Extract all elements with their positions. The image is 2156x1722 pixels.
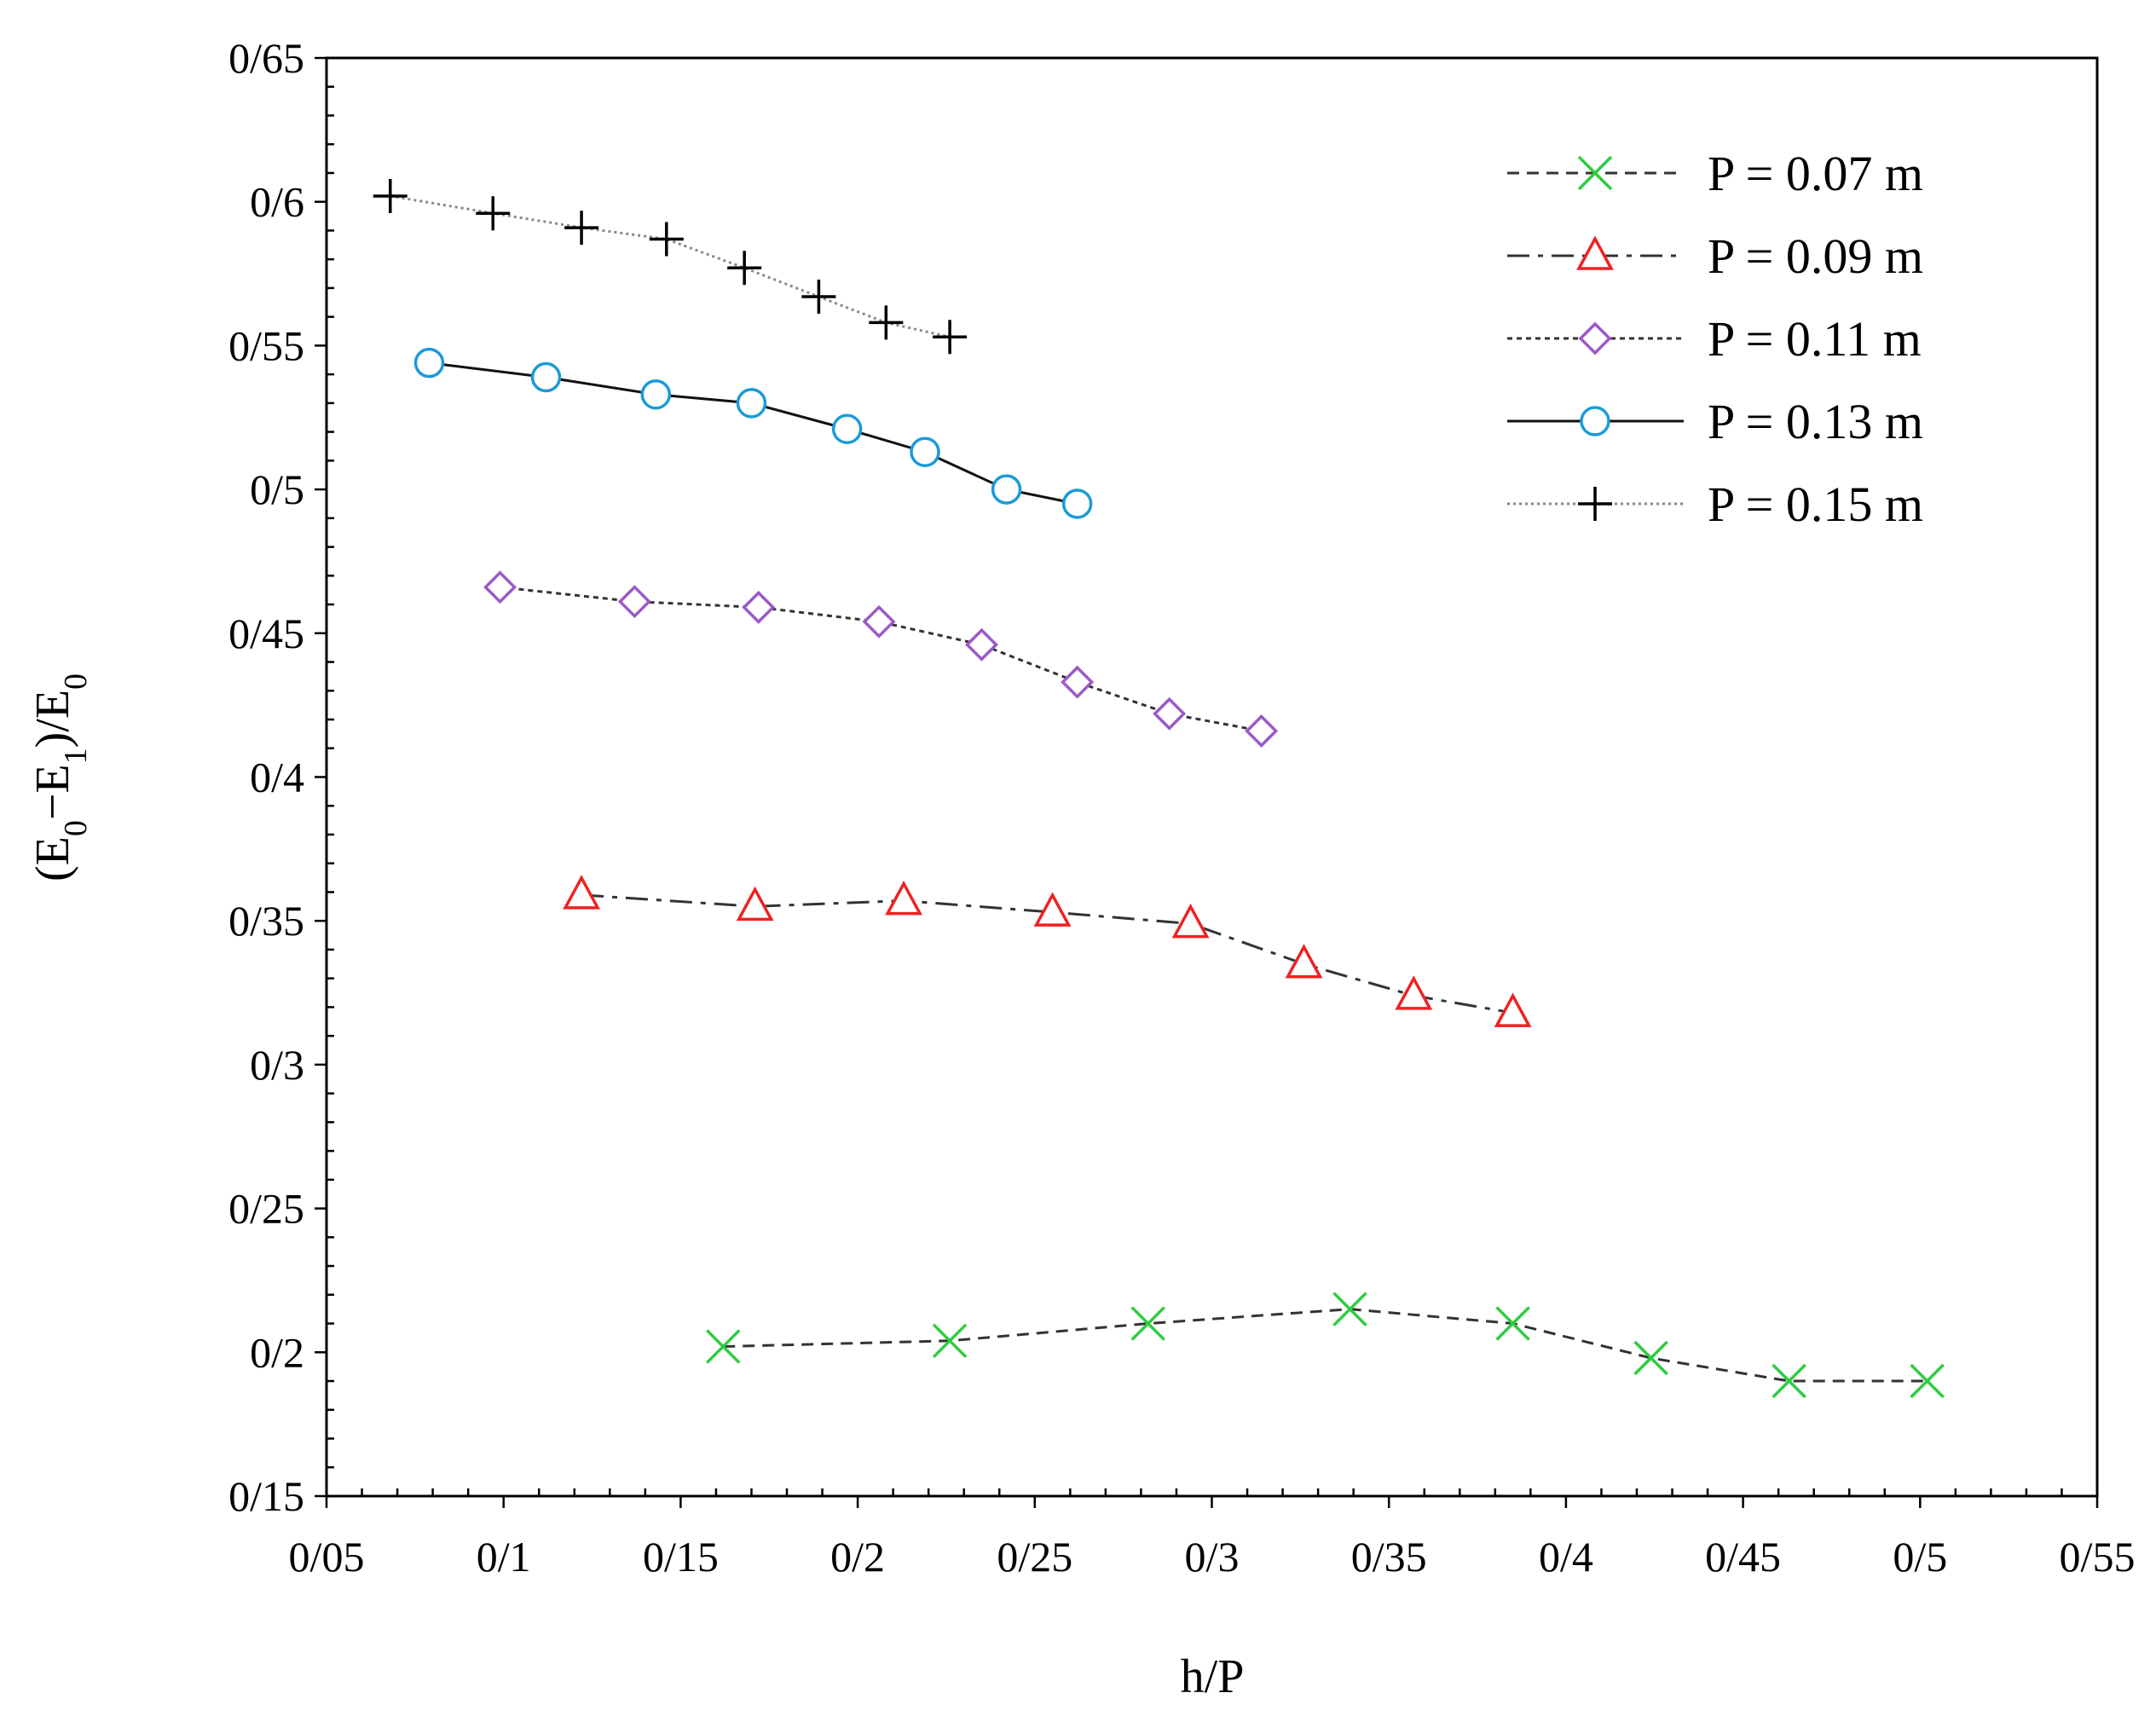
series-p-0-13-m bbox=[413, 347, 1093, 519]
legend-item: P = 0.15 m bbox=[1507, 477, 1923, 532]
x-tick-label: 0/1 bbox=[477, 1533, 531, 1580]
series-line bbox=[500, 586, 1262, 732]
series-p-0-09-m bbox=[563, 875, 1532, 1027]
data-point bbox=[862, 604, 896, 639]
data-point bbox=[1633, 1340, 1668, 1376]
x-tick-label: 0/45 bbox=[1705, 1533, 1781, 1580]
series-p-0-11-m bbox=[483, 570, 1279, 748]
data-point bbox=[640, 379, 672, 410]
data-point bbox=[869, 305, 904, 340]
data-point bbox=[1494, 992, 1532, 1027]
x-tick-label: 0/35 bbox=[1351, 1533, 1427, 1580]
data-point bbox=[530, 361, 562, 393]
data-point bbox=[564, 211, 599, 246]
data-point bbox=[1130, 1306, 1165, 1341]
data-point bbox=[933, 320, 968, 355]
data-point bbox=[373, 178, 408, 213]
legend-item: P = 0.13 m bbox=[1507, 394, 1923, 449]
x-tick-label: 0/4 bbox=[1539, 1533, 1593, 1580]
legend-label: P = 0.11 m bbox=[1708, 311, 1922, 367]
legend-item: P = 0.09 m bbox=[1507, 228, 1923, 284]
x-tick-label: 0/55 bbox=[2060, 1533, 2136, 1580]
data-point bbox=[1153, 696, 1187, 731]
data-point bbox=[1061, 488, 1093, 519]
series-p-0-07-m bbox=[706, 1292, 1945, 1399]
data-point bbox=[563, 875, 601, 910]
series-p-0-15-m bbox=[373, 178, 968, 355]
y-tick-label: 0/65 bbox=[228, 34, 304, 82]
y-tick-label: 0/2 bbox=[250, 1328, 304, 1376]
data-point bbox=[910, 436, 940, 467]
legend-marker bbox=[1578, 487, 1612, 521]
y-axis-title: (E0−E1)/E0 bbox=[26, 673, 94, 881]
data-point bbox=[736, 388, 767, 419]
data-point bbox=[885, 880, 923, 916]
data-point bbox=[1332, 1292, 1367, 1326]
data-point bbox=[727, 251, 762, 286]
y-tick-label: 0/6 bbox=[250, 178, 304, 226]
y-tick-label: 0/45 bbox=[228, 610, 304, 657]
data-point bbox=[932, 1323, 968, 1359]
x-tick-label: 0/05 bbox=[289, 1533, 365, 1580]
x-tick-label: 0/2 bbox=[830, 1533, 885, 1580]
legend-item: P = 0.07 m bbox=[1507, 146, 1923, 201]
data-point bbox=[1061, 665, 1095, 699]
series-line bbox=[723, 1308, 1928, 1383]
data-point bbox=[1285, 944, 1323, 979]
data-point bbox=[991, 474, 1022, 505]
x-tick-label: 0/25 bbox=[997, 1533, 1072, 1580]
y-tick-label: 0/5 bbox=[250, 465, 304, 513]
data-point bbox=[1395, 975, 1433, 1010]
data-point bbox=[831, 413, 863, 444]
data-point bbox=[1495, 1306, 1530, 1341]
series-line bbox=[429, 361, 1078, 506]
y-tick-label: 0/4 bbox=[250, 754, 304, 801]
data-point bbox=[649, 222, 684, 257]
y-tick-label: 0/35 bbox=[228, 897, 304, 945]
data-point bbox=[1910, 1363, 1945, 1399]
legend-marker bbox=[1580, 406, 1610, 436]
data-point bbox=[736, 886, 774, 922]
x-tick-label: 0/3 bbox=[1185, 1533, 1240, 1580]
x-tick-label: 0/5 bbox=[1893, 1533, 1947, 1580]
y-tick-label: 0/55 bbox=[228, 321, 304, 369]
data-point bbox=[476, 196, 511, 231]
legend-marker bbox=[1578, 321, 1612, 355]
data-point bbox=[1245, 714, 1279, 748]
legend-label: P = 0.15 m bbox=[1708, 477, 1923, 532]
legend-label: P = 0.09 m bbox=[1708, 228, 1923, 284]
legend-marker bbox=[1577, 155, 1613, 191]
series-line bbox=[390, 194, 951, 338]
x-tick-label: 0/15 bbox=[643, 1533, 719, 1580]
series-layer bbox=[373, 178, 1945, 1399]
legend-label: P = 0.07 m bbox=[1708, 146, 1923, 201]
data-point bbox=[801, 280, 836, 315]
x-axis-title: h/P bbox=[1181, 1650, 1245, 1703]
axis-ticks: 0/15 0/2 0/25 0/3 0/35 0/4 0/45 0/5 0/55 0/6 0/65 0… bbox=[228, 34, 2135, 1580]
y-tick-label: 0/15 bbox=[228, 1472, 304, 1520]
data-point bbox=[1033, 892, 1072, 927]
y-tick-label: 0/3 bbox=[250, 1041, 304, 1089]
series-line bbox=[581, 893, 1513, 1014]
data-point bbox=[706, 1329, 741, 1364]
data-point bbox=[413, 347, 445, 378]
data-point bbox=[742, 590, 776, 624]
data-point bbox=[617, 585, 651, 619]
data-point bbox=[1171, 903, 1210, 939]
y-tick-label: 0/25 bbox=[228, 1185, 304, 1233]
data-point bbox=[965, 627, 998, 662]
legend-label: P = 0.13 m bbox=[1708, 394, 1923, 449]
data-point bbox=[483, 570, 517, 604]
legend-item: P = 0.11 m bbox=[1507, 311, 1922, 367]
data-point bbox=[1772, 1363, 1806, 1399]
legend: P = 0.07 m P = 0.09 m P = 0.11 m P = 0.13 m… bbox=[1507, 146, 1923, 532]
legend-marker bbox=[1576, 235, 1614, 270]
